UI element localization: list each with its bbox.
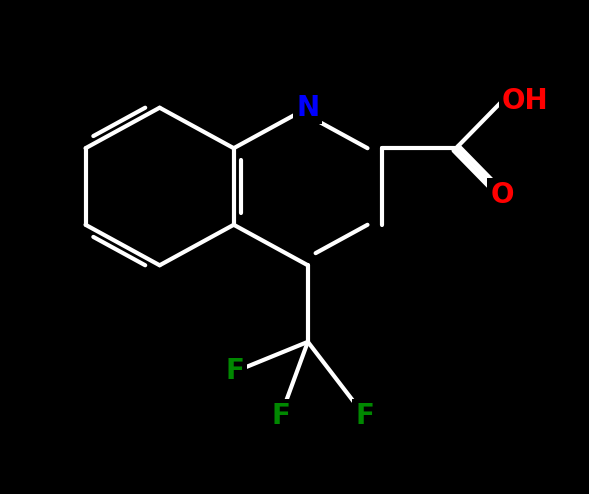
Text: O: O bbox=[490, 181, 514, 209]
Text: OH: OH bbox=[502, 87, 548, 115]
Text: F: F bbox=[271, 402, 290, 430]
Text: F: F bbox=[355, 402, 374, 430]
Text: F: F bbox=[226, 358, 244, 385]
Text: N: N bbox=[296, 94, 319, 122]
